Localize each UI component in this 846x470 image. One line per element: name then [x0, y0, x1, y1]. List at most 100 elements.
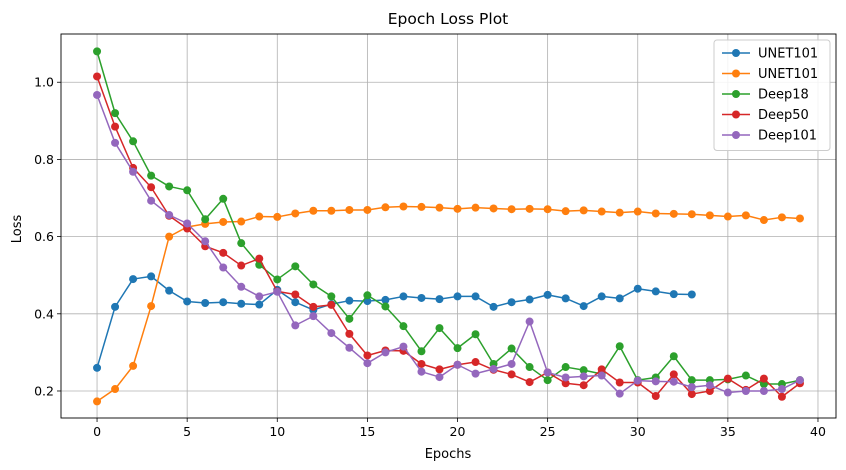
data-point	[165, 286, 174, 295]
data-point	[183, 219, 192, 228]
y-axis-label: Loss	[10, 215, 25, 244]
data-point	[417, 347, 426, 356]
legend-entry: UNET101	[722, 47, 818, 62]
data-point	[291, 298, 300, 307]
data-point	[165, 211, 174, 220]
data-point	[543, 205, 552, 214]
data-point	[453, 204, 462, 213]
data-point	[237, 217, 246, 226]
data-point	[291, 209, 300, 218]
data-point	[507, 205, 516, 214]
data-point	[309, 302, 318, 311]
legend-entry: Deep18	[722, 88, 809, 103]
data-point	[777, 213, 786, 222]
x-tick-label: 5	[183, 424, 191, 439]
data-point	[129, 275, 138, 284]
data-point	[453, 292, 462, 301]
data-point	[381, 295, 390, 304]
data-point	[435, 365, 444, 374]
data-point	[111, 109, 120, 118]
series-line	[96, 275, 692, 369]
legend-marker	[732, 131, 740, 139]
data-point	[579, 381, 588, 390]
data-point	[345, 205, 354, 214]
data-point	[147, 171, 156, 180]
x-tick-label: 15	[359, 424, 375, 439]
data-point	[741, 371, 750, 380]
data-point	[489, 364, 498, 373]
data-point	[705, 211, 714, 220]
legend: UNET101 UNET101 Deep18 Deep50 Deep101	[713, 39, 831, 151]
data-point	[399, 322, 408, 331]
data-point	[507, 298, 516, 307]
data-point	[255, 300, 264, 309]
data-point	[507, 344, 516, 353]
data-point	[687, 390, 696, 399]
data-point	[399, 342, 408, 351]
data-point	[183, 297, 192, 306]
data-point	[471, 358, 480, 367]
data-point	[669, 209, 678, 218]
data-point	[543, 376, 552, 385]
data-point	[219, 298, 228, 307]
data-point	[669, 377, 678, 386]
data-point	[399, 292, 408, 301]
x-tick-label: 10	[269, 424, 285, 439]
data-point	[633, 376, 642, 385]
data-point	[435, 203, 444, 212]
data-point	[417, 293, 426, 302]
series-line	[96, 205, 801, 403]
legend-marker	[732, 49, 740, 57]
data-point	[363, 291, 372, 300]
data-point	[759, 386, 768, 395]
data-point	[471, 369, 480, 378]
data-point	[651, 209, 660, 218]
data-point	[147, 272, 156, 281]
data-point	[309, 206, 318, 215]
data-point	[165, 232, 174, 241]
data-point	[561, 363, 570, 372]
data-point	[363, 351, 372, 360]
data-point	[435, 373, 444, 382]
data-point	[471, 292, 480, 301]
data-point	[201, 298, 210, 307]
data-point	[129, 167, 138, 176]
series-1	[93, 202, 804, 406]
data-point	[651, 287, 660, 296]
data-point	[453, 360, 462, 369]
data-point	[597, 207, 606, 216]
x-tick-label: 40	[810, 424, 826, 439]
y-axis-ticks: 0.2 0.4 0.6 0.8 1.0	[34, 75, 61, 398]
data-point	[651, 377, 660, 386]
data-point	[741, 386, 750, 395]
data-point	[291, 262, 300, 271]
data-point	[453, 344, 462, 353]
data-point	[579, 366, 588, 375]
data-point	[525, 378, 534, 387]
data-point	[201, 215, 210, 224]
x-tick-label: 20	[450, 424, 466, 439]
data-point	[93, 72, 102, 81]
chart-title: Epoch Loss Plot	[388, 10, 509, 28]
data-point	[201, 237, 210, 246]
data-point	[687, 290, 696, 299]
data-point	[291, 321, 300, 330]
data-point	[579, 206, 588, 215]
data-point	[93, 397, 102, 406]
data-point	[561, 207, 570, 216]
data-point	[615, 378, 624, 387]
data-point	[543, 368, 552, 377]
data-point	[705, 381, 714, 390]
data-point	[345, 296, 354, 305]
data-point	[111, 302, 120, 311]
data-point	[435, 324, 444, 333]
x-axis-ticks: 0 5 10 15 20 25 30 35 40	[93, 418, 826, 439]
data-point	[183, 186, 192, 195]
data-point	[93, 363, 102, 372]
data-point	[687, 376, 696, 385]
data-point	[363, 359, 372, 368]
data-point	[489, 302, 498, 311]
data-point	[489, 204, 498, 213]
data-point	[147, 196, 156, 205]
